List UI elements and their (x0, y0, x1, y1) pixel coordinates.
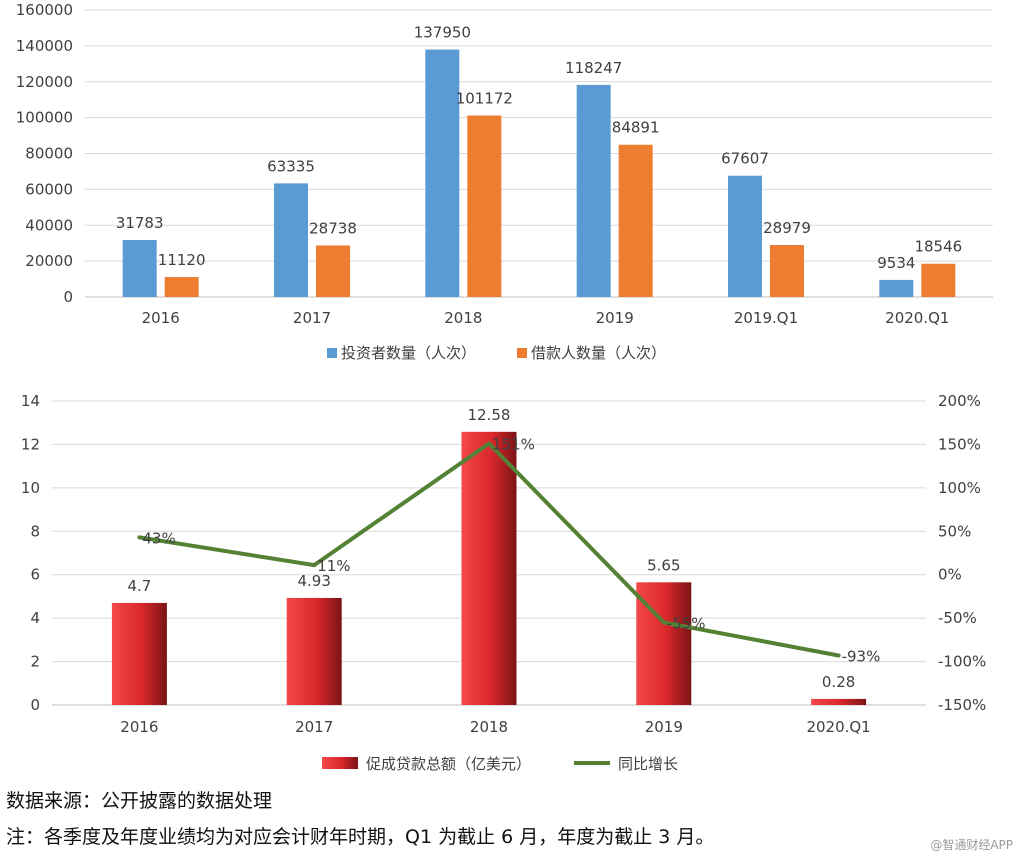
growth-label: 43% (142, 529, 175, 547)
growth-label: -55% (667, 614, 706, 632)
y-tick-label: 160000 (16, 1, 73, 19)
bar-loan-volume (286, 597, 342, 705)
bar-investors (728, 175, 762, 297)
bar-investors (576, 84, 611, 298)
y-tick-label: 4 (30, 609, 40, 627)
y2-tick-label: 150% (938, 435, 981, 453)
y-tick-label: 0 (63, 288, 73, 306)
legend-swatch (327, 348, 337, 358)
bar-investors (879, 279, 914, 297)
data-label: 18546 (914, 238, 962, 256)
y-tick-label: 6 (30, 566, 40, 584)
y-tick-label: 40000 (25, 216, 73, 234)
footnote: 注：各季度及年度业绩均为对应会计财年时期，Q1 为截止 6 月，年度为截止 3 … (6, 826, 715, 848)
chart-investors-borrowers: 0 20000 40000 60000 80000 100000 120000 140000 1… (16, 1, 993, 362)
data-label: 11120 (158, 251, 206, 269)
data-label: 28738 (309, 219, 357, 237)
x-tick-label: 2019 (596, 309, 634, 327)
bar-loan-volume (461, 431, 517, 705)
data-label: 137950 (414, 24, 471, 42)
y2-tick-label: 100% (938, 479, 981, 497)
y-tick-label: 20000 (25, 252, 73, 270)
data-label: 63335 (267, 157, 315, 175)
bar-borrowers (467, 115, 502, 297)
data-label: 118247 (565, 59, 622, 77)
data-label: 28979 (763, 219, 811, 237)
legend-label: 投资者数量（人次） (341, 344, 476, 362)
legend-label: 借款人数量（人次） (531, 344, 666, 362)
growth-point (661, 620, 666, 625)
y2-tick-label: 50% (938, 522, 971, 540)
bar-borrowers (316, 245, 350, 297)
y-tick-label: 60000 (25, 180, 73, 198)
chart-loan-volume: 0 2 4 6 8 10 12 14 -150% -100% -50% 0% 50% 100% 150% 20… (21, 392, 986, 773)
y-tick-label: 2 (30, 653, 40, 671)
data-label: 12.58 (468, 406, 511, 424)
x-tick-label: 2016 (142, 309, 180, 327)
bar-investors (425, 49, 460, 298)
y2-tick-label: -150% (938, 696, 986, 714)
data-label: 5.65 (647, 556, 680, 574)
x-tick-label: 2017 (293, 309, 331, 327)
growth-point (836, 653, 841, 658)
y-tick-label: 8 (30, 522, 40, 540)
y-tick-label: 120000 (16, 73, 73, 91)
x-tick-label: 2017 (295, 718, 333, 736)
y2-tick-label: 200% (938, 392, 981, 410)
bar-borrowers (618, 144, 653, 297)
y2-tick-label: 0% (938, 566, 962, 584)
bar-investors (122, 239, 157, 297)
data-label: 31783 (116, 214, 164, 232)
x-tick-label: 2019 (645, 718, 683, 736)
growth-label: 11% (317, 557, 350, 575)
y-tick-label: 12 (21, 435, 40, 453)
legend-swatch (517, 348, 527, 358)
data-label: 4.7 (127, 577, 151, 595)
bar-investors (274, 183, 308, 297)
growth-label: -93% (842, 647, 881, 665)
data-label: 67607 (721, 150, 769, 168)
legend-label: 同比增长 (618, 755, 678, 773)
x-tick-label: 2016 (120, 718, 158, 736)
data-label: 84891 (612, 119, 660, 137)
y-tick-label: 80000 (25, 145, 73, 163)
data-label: 101172 (456, 90, 513, 108)
data-label: 9534 (877, 254, 915, 272)
x-tick-label: 2020.Q1 (806, 718, 870, 736)
growth-point (137, 535, 142, 540)
y-tick-label: 140000 (16, 37, 73, 55)
y-tick-label: 14 (21, 392, 40, 410)
bar-loan-volume (811, 698, 867, 705)
data-label: 4.93 (297, 572, 330, 590)
legend-label: 促成贷款总额（亿美元） (366, 755, 531, 773)
y2-tick-label: -50% (938, 609, 977, 627)
y-tick-label: 10 (21, 479, 40, 497)
legend-swatch (322, 757, 358, 769)
x-tick-label: 2020.Q1 (885, 309, 949, 327)
y-tick-label: 100000 (16, 109, 73, 127)
x-tick-label: 2018 (444, 309, 482, 327)
growth-label: 151% (492, 436, 535, 454)
watermark: @智通财经APP (930, 838, 1013, 852)
growth-point (312, 563, 317, 568)
data-label: 0.28 (822, 673, 855, 691)
growth-point (487, 441, 491, 446)
bar-loan-volume (111, 602, 167, 705)
x-tick-label: 2018 (470, 718, 508, 736)
y2-tick-label: -100% (938, 653, 986, 671)
bar-borrowers (164, 277, 199, 297)
x-tick-label: 2019.Q1 (734, 309, 798, 327)
data-source-note: 数据来源：公开披露的数据处理 (6, 790, 273, 812)
bar-borrowers (770, 245, 804, 297)
y-tick-label: 0 (30, 696, 40, 714)
bar-borrowers (921, 263, 956, 297)
